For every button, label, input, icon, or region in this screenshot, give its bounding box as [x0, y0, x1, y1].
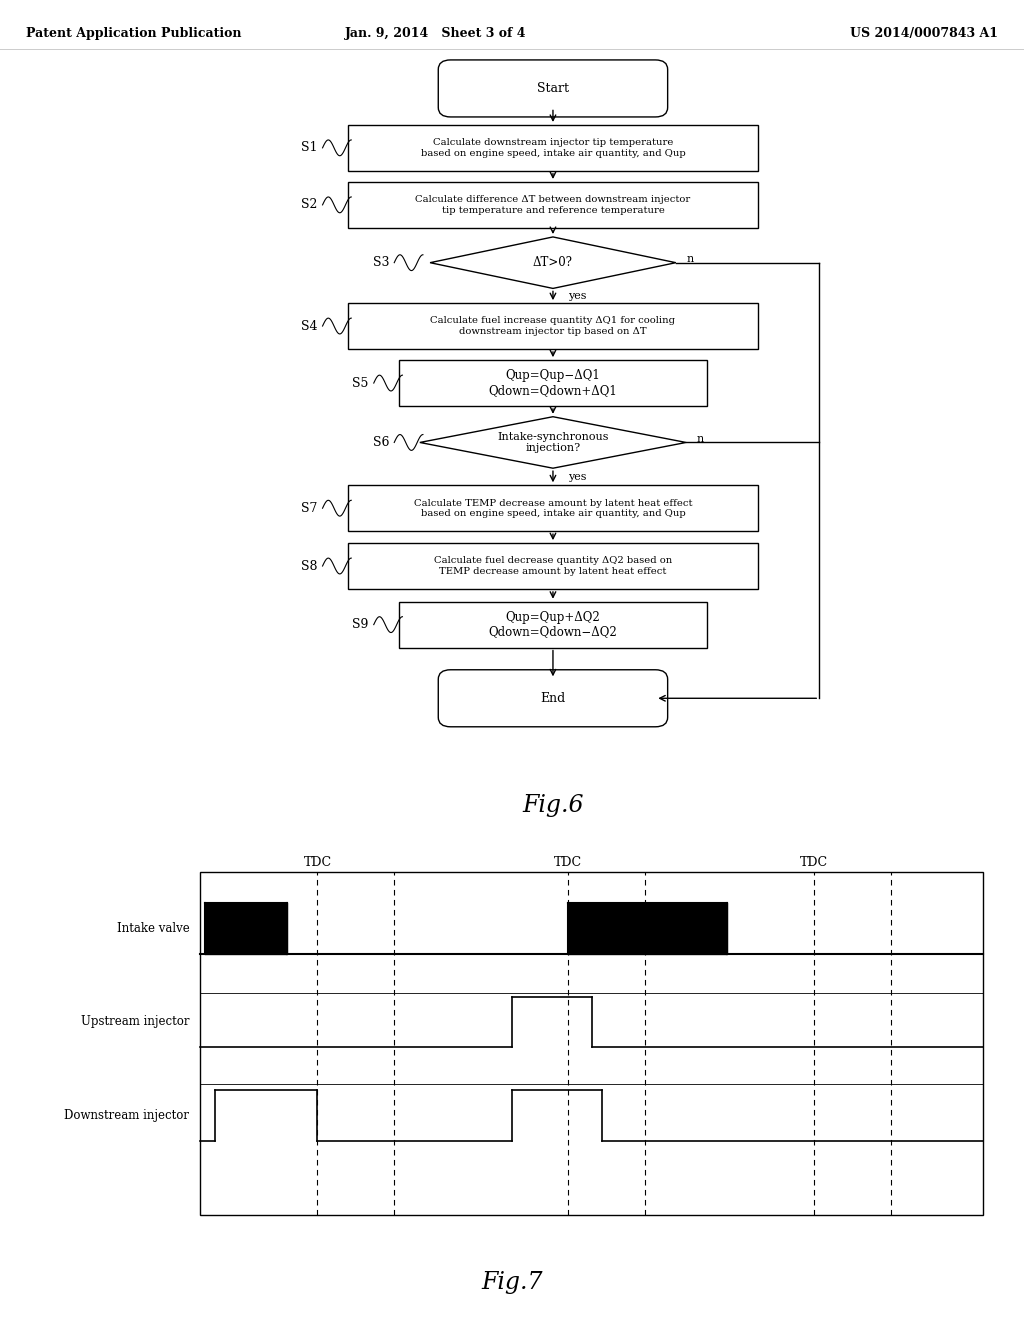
Text: n: n — [686, 253, 693, 264]
Bar — [348, 486, 758, 531]
Bar — [399, 360, 707, 407]
Text: S4: S4 — [301, 319, 317, 333]
Text: Calculate fuel decrease quantity ΔQ2 based on
TEMP decrease amount by latent hea: Calculate fuel decrease quantity ΔQ2 bas… — [434, 556, 672, 576]
Text: Jan. 9, 2014   Sheet 3 of 4: Jan. 9, 2014 Sheet 3 of 4 — [344, 28, 526, 40]
Text: S5: S5 — [352, 376, 369, 389]
Text: S3: S3 — [373, 256, 389, 269]
Polygon shape — [420, 417, 686, 469]
Bar — [399, 602, 707, 648]
Text: Calculate fuel increase quantity ΔQ1 for cooling
downstream injector tip based o: Calculate fuel increase quantity ΔQ1 for… — [430, 317, 676, 335]
FancyBboxPatch shape — [438, 669, 668, 727]
Polygon shape — [430, 238, 676, 289]
Text: n: n — [696, 433, 703, 444]
Bar — [348, 125, 758, 170]
Text: Upstream injector: Upstream injector — [81, 1015, 189, 1028]
Text: Start: Start — [537, 82, 569, 95]
Text: ΔT>0?: ΔT>0? — [532, 256, 573, 269]
Text: Intake valve: Intake valve — [117, 923, 189, 935]
Text: TDC: TDC — [800, 857, 828, 870]
Text: Calculate TEMP decrease amount by latent heat effect
based on engine speed, inta: Calculate TEMP decrease amount by latent… — [414, 499, 692, 517]
Text: TDC: TDC — [554, 857, 583, 870]
Text: Patent Application Publication: Patent Application Publication — [26, 28, 241, 40]
Text: Downstream injector: Downstream injector — [65, 1109, 189, 1122]
Text: US 2014/0007843 A1: US 2014/0007843 A1 — [850, 28, 998, 40]
Bar — [348, 182, 758, 228]
Text: Fig.6: Fig.6 — [522, 793, 584, 817]
Text: S8: S8 — [301, 560, 317, 573]
Bar — [200, 873, 983, 1214]
FancyBboxPatch shape — [438, 59, 668, 117]
Text: TDC: TDC — [303, 857, 332, 870]
Text: Fig.7: Fig.7 — [481, 1271, 543, 1294]
Text: yes: yes — [568, 290, 587, 301]
Text: Qup=Qup+ΔQ2
Qdown=Qdown−ΔQ2: Qup=Qup+ΔQ2 Qdown=Qdown−ΔQ2 — [488, 611, 617, 639]
Text: S2: S2 — [301, 198, 317, 211]
Text: Calculate difference ΔT between downstream injector
tip temperature and referenc: Calculate difference ΔT between downstre… — [416, 195, 690, 215]
Text: S9: S9 — [352, 618, 369, 631]
Text: Qup=Qup−ΔQ1
Qdown=Qdown+ΔQ1: Qup=Qup−ΔQ1 Qdown=Qdown+ΔQ1 — [488, 370, 617, 397]
Text: Calculate downstream injector tip temperature
based on engine speed, intake air : Calculate downstream injector tip temper… — [421, 139, 685, 157]
Bar — [348, 543, 758, 589]
Text: yes: yes — [568, 471, 587, 482]
Text: S7: S7 — [301, 502, 317, 515]
Text: End: End — [541, 692, 565, 705]
Bar — [348, 304, 758, 348]
Text: Intake-synchronous
injection?: Intake-synchronous injection? — [498, 432, 608, 453]
Text: S6: S6 — [373, 436, 389, 449]
Text: S1: S1 — [301, 141, 317, 154]
